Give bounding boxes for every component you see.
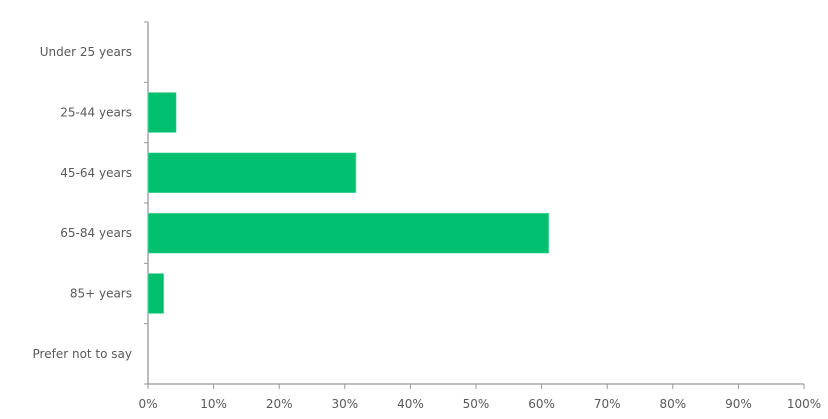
x-tick-label: 20%: [266, 397, 293, 411]
x-tick-label: 80%: [659, 397, 686, 411]
x-tick-label: 60%: [528, 397, 555, 411]
bar: [147, 273, 165, 314]
x-tick-label: 70%: [594, 397, 621, 411]
category-label: 45-64 years: [60, 166, 132, 180]
bar: [147, 212, 550, 254]
category-label: 65-84 years: [60, 226, 132, 240]
x-tick-label: 10%: [200, 397, 227, 411]
category-label: 25-44 years: [60, 106, 132, 120]
bar: [147, 152, 357, 194]
category-label: 85+ years: [70, 287, 132, 301]
x-tick-label: 0%: [138, 397, 157, 411]
x-tick-label: 40%: [397, 397, 424, 411]
category-label: Under 25 years: [40, 45, 132, 59]
x-tick-label: 100%: [787, 397, 821, 411]
category-label: Prefer not to say: [33, 347, 132, 361]
x-tick-label: 50%: [463, 397, 490, 411]
x-tick-label: 30%: [331, 397, 358, 411]
bar: [147, 92, 177, 133]
x-tick-label: 90%: [725, 397, 752, 411]
